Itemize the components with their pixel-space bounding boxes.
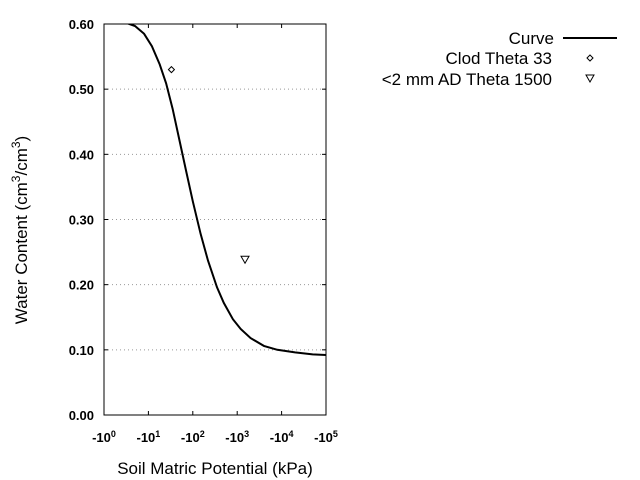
- legend-swatch-triangle: [585, 74, 595, 84]
- y-axis-title-superscript: 3: [9, 175, 23, 182]
- x-tick-label: -100: [92, 429, 116, 445]
- legend-label-ad: <2 mm AD Theta 1500: [382, 70, 552, 89]
- x-tick-label-exponent: 3: [244, 429, 249, 439]
- legend-swatch-diamond: [586, 54, 594, 62]
- x-tick-label: -102: [181, 429, 205, 445]
- x-tick-label-exponent: 4: [288, 429, 293, 439]
- legend-label-clod: Clod Theta 33: [446, 49, 552, 68]
- x-tick-label-base: -10: [136, 430, 155, 445]
- x-tick-label-exponent: 0: [111, 429, 116, 439]
- x-tick-label-base: -10: [92, 430, 111, 445]
- x-axis-title: Soil Matric Potential (kPa): [117, 459, 313, 478]
- y-tick-label: 0.00: [69, 408, 94, 423]
- grid-layer: [104, 88, 326, 351]
- data-point-triangle: [240, 255, 250, 265]
- x-tick-label-base: -10: [270, 430, 289, 445]
- legend: Curve Clod Theta 33 <2 mm AD Theta 1500: [382, 29, 617, 89]
- y-axis-title-part: Water Content (cm: [12, 182, 31, 324]
- tick-layer: 0.000.100.200.300.400.500.60-100 -101 -102…: [69, 17, 338, 445]
- y-tick-label: 0.10: [69, 343, 94, 358]
- curve-line: [126, 24, 326, 356]
- y-axis-title-superscript: 3: [9, 141, 23, 148]
- curve-layer: [126, 24, 326, 356]
- y-tick-label: 0.50: [69, 82, 94, 97]
- x-tick-label: -101: [136, 429, 160, 445]
- x-tick-label-base: -10: [225, 430, 244, 445]
- x-tick-label-base: -10: [314, 430, 333, 445]
- y-tick-label: 0.30: [69, 213, 94, 228]
- y-tick-label: 0.60: [69, 17, 94, 32]
- y-tick-label: 0.40: [69, 147, 94, 162]
- x-tick-label: -105: [314, 429, 338, 445]
- x-tick-label: -103: [225, 429, 249, 445]
- x-tick-label-exponent: 1: [155, 429, 160, 439]
- y-tick-label: 0.20: [69, 278, 94, 293]
- marker-layer: [167, 65, 250, 265]
- x-tick-label-base: -10: [181, 430, 200, 445]
- data-point-diamond: [167, 65, 176, 74]
- y-axis-title-part: /cm: [12, 148, 31, 175]
- y-axis-title-part: ): [12, 136, 31, 142]
- x-tick-label: -104: [270, 429, 294, 445]
- y-axis-title: Water Content (cm3/cm3): [9, 136, 31, 324]
- x-tick-label-exponent: 5: [333, 429, 338, 439]
- x-tick-label-exponent: 2: [200, 429, 205, 439]
- legend-label-curve: Curve: [509, 29, 554, 48]
